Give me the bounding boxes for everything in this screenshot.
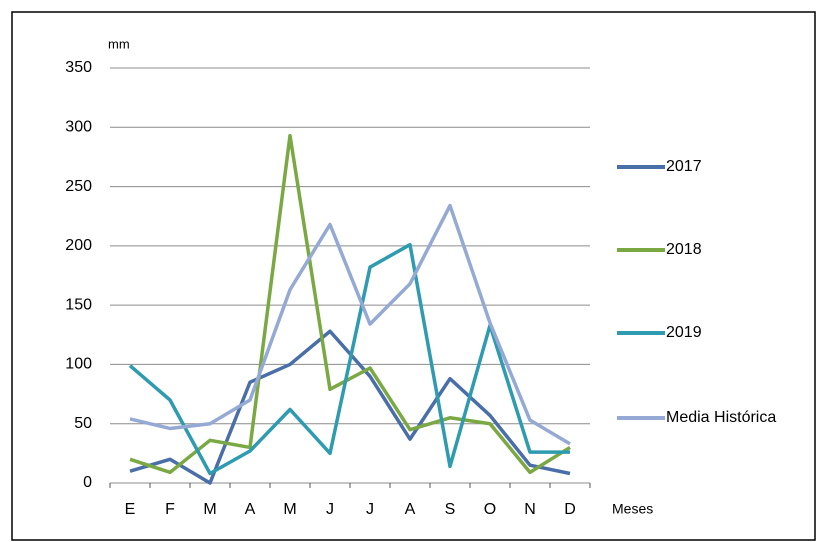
x-axis-label: Meses	[612, 501, 653, 517]
y-tick-label: 250	[65, 178, 92, 195]
x-tick-label: A	[405, 501, 416, 518]
x-tick-label: M	[283, 501, 296, 518]
legend-label: 2017	[666, 158, 702, 175]
x-tick-label: M	[203, 501, 216, 518]
y-tick-label: 150	[65, 296, 92, 313]
legend-label: Media Histórica	[666, 409, 776, 426]
x-tick-label: N	[524, 501, 536, 518]
x-tick-label: E	[125, 501, 136, 518]
y-tick-label: 0	[83, 474, 92, 491]
y-tick-label: 100	[65, 356, 92, 373]
series-line	[128, 242, 570, 476]
x-tick-label: A	[245, 501, 256, 518]
y-tick-label: 200	[65, 237, 92, 254]
x-tick-label: F	[165, 501, 175, 518]
legend-label: 2018	[666, 241, 702, 258]
legend-label: 2019	[666, 324, 702, 341]
y-tick-label: 300	[65, 119, 92, 136]
x-tick-label: O	[484, 501, 496, 518]
series-line	[129, 133, 571, 475]
y-axis-label: mm	[108, 36, 130, 51]
y-tick-label: 50	[74, 415, 92, 432]
x-tick-label: D	[564, 501, 576, 518]
y-tick-label: 350	[65, 59, 92, 76]
x-tick-label: J	[326, 501, 334, 518]
x-tick-label: J	[366, 501, 374, 518]
series-line	[129, 203, 571, 446]
x-tick-label: S	[445, 501, 456, 518]
